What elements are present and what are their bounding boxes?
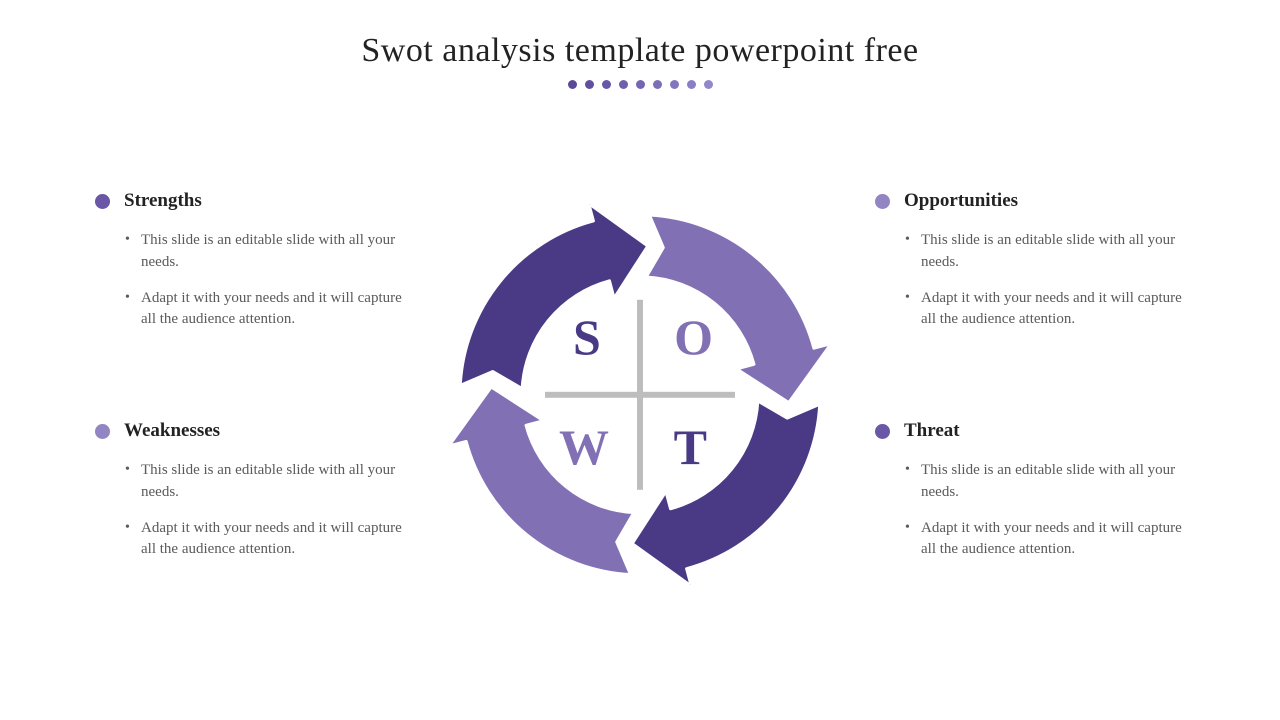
dots-divider <box>0 80 1280 89</box>
center-letters: S O W T <box>545 300 735 490</box>
letter-t: T <box>674 418 707 476</box>
quadrant-header: Weaknesses <box>95 420 405 442</box>
dot-icon <box>653 80 662 89</box>
quadrant-list: This slide is an editable slide with all… <box>875 460 1185 561</box>
title-section: Swot analysis template powerpoint free <box>0 0 1280 89</box>
dot-icon <box>619 80 628 89</box>
quadrant-strengths: Strengths This slide is an editable slid… <box>95 190 405 345</box>
content-area: Strengths This slide is an editable slid… <box>0 150 1280 670</box>
list-item: This slide is an editable slide with all… <box>125 230 405 274</box>
bullet-icon <box>95 194 110 209</box>
quadrant-list: This slide is an editable slide with all… <box>95 230 405 331</box>
dot-icon <box>687 80 696 89</box>
list-item: Adapt it with your needs and it will cap… <box>905 288 1185 332</box>
list-item: This slide is an editable slide with all… <box>905 230 1185 274</box>
list-item: This slide is an editable slide with all… <box>125 460 405 504</box>
bullet-icon <box>875 194 890 209</box>
quadrant-header: Threat <box>875 420 1185 442</box>
list-item: Adapt it with your needs and it will cap… <box>125 288 405 332</box>
quadrant-weaknesses: Weaknesses This slide is an editable sli… <box>95 420 405 575</box>
quadrant-threat: Threat This slide is an editable slide w… <box>875 420 1185 575</box>
swot-cycle-diagram: S O W T <box>450 205 830 585</box>
quadrant-header: Strengths <box>95 190 405 212</box>
list-item: This slide is an editable slide with all… <box>905 460 1185 504</box>
dot-icon <box>704 80 713 89</box>
quadrant-title: Opportunities <box>904 190 1018 212</box>
letter-w: W <box>559 418 609 476</box>
quadrant-opportunities: Opportunities This slide is an editable … <box>875 190 1185 345</box>
letter-o: O <box>674 308 713 366</box>
quadrant-list: This slide is an editable slide with all… <box>95 460 405 561</box>
cross-horizontal <box>545 392 735 398</box>
bullet-icon <box>95 424 110 439</box>
list-item: Adapt it with your needs and it will cap… <box>905 518 1185 562</box>
dot-icon <box>670 80 679 89</box>
dot-icon <box>568 80 577 89</box>
bullet-icon <box>875 424 890 439</box>
quadrant-list: This slide is an editable slide with all… <box>875 230 1185 331</box>
page-title: Swot analysis template powerpoint free <box>0 32 1280 70</box>
list-item: Adapt it with your needs and it will cap… <box>125 518 405 562</box>
quadrant-header: Opportunities <box>875 190 1185 212</box>
dot-icon <box>602 80 611 89</box>
quadrant-title: Threat <box>904 420 960 442</box>
quadrant-title: Weaknesses <box>124 420 220 442</box>
dot-icon <box>585 80 594 89</box>
quadrant-title: Strengths <box>124 190 202 212</box>
dot-icon <box>636 80 645 89</box>
letter-s: S <box>573 308 601 366</box>
